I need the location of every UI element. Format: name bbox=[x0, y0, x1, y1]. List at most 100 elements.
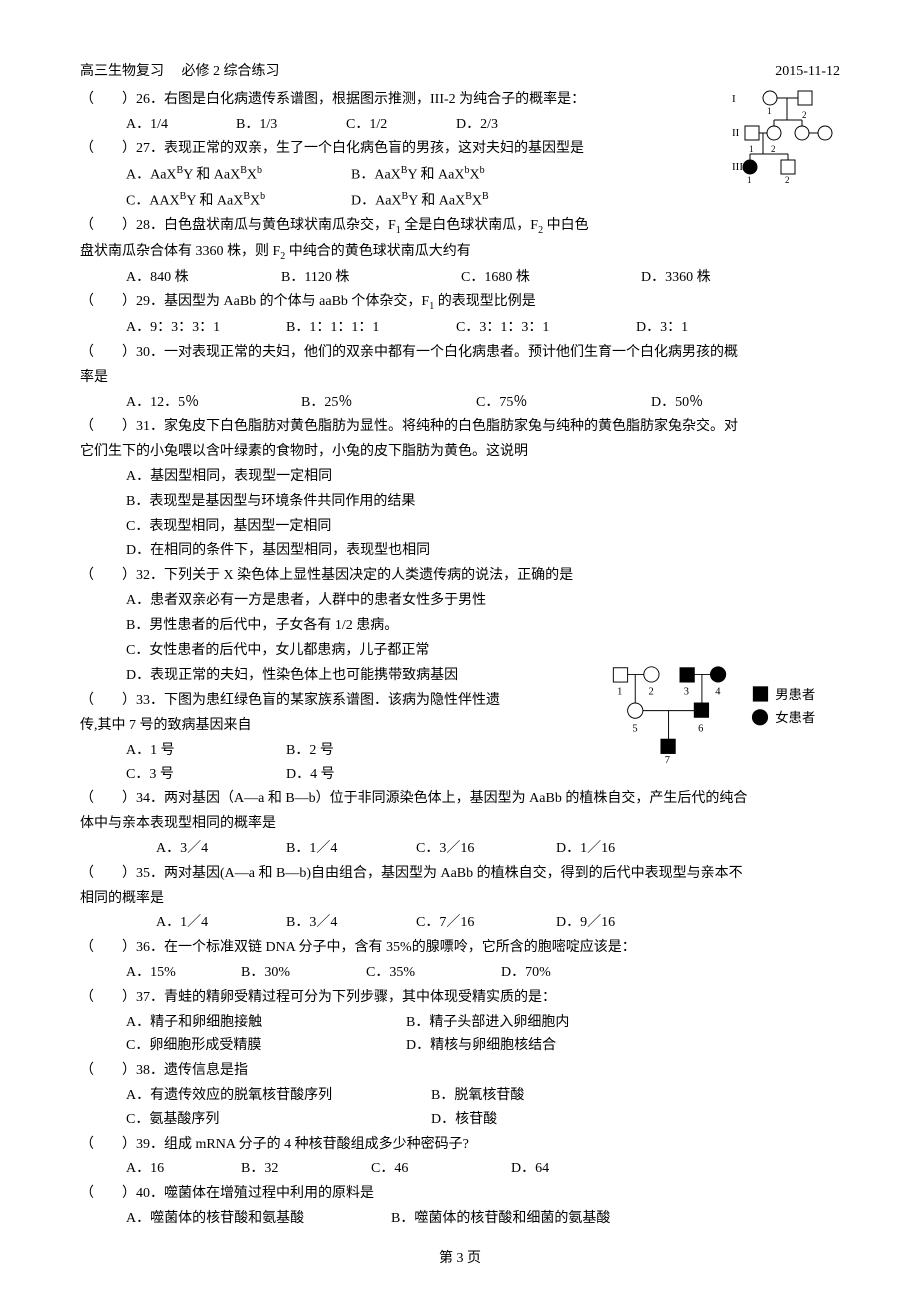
q26-a: A．1/4 bbox=[126, 113, 236, 137]
q35-stem1: （ ）35．两对基因(A—a 和 B—b)自由组合，基因型为 AaBb 的植株自… bbox=[80, 862, 840, 886]
q27-c: C．AAXBY 和 AaXBXb bbox=[126, 188, 351, 213]
q29-options: A．9：3：3：1 B．1：1：1：1 C．3：1：3：1 D．3：1 bbox=[80, 316, 840, 340]
q28-d: D．3360 株 bbox=[641, 266, 711, 290]
q30-b: B．25％ bbox=[301, 391, 476, 415]
q27-stem: （ ）27．表现正常的双亲，生了一个白化病色盲的男孩，这对夫妇的基因型是 bbox=[80, 137, 840, 161]
q40-b: B．噬菌体的核苷酸和细菌的氨基酸 bbox=[391, 1207, 610, 1231]
q30-a: A．12．5％ bbox=[126, 391, 301, 415]
q26-b: B．1/3 bbox=[236, 113, 346, 137]
q38-b: B．脱氧核苷酸 bbox=[431, 1084, 524, 1108]
q30-d: D．50％ bbox=[651, 391, 703, 415]
q38-options-row1: A．有遗传效应的脱氧核苷酸序列 B．脱氧核苷酸 bbox=[80, 1084, 840, 1108]
header-date: 2015-11-12 bbox=[775, 60, 840, 84]
q34-options: A．3／4 B．1／4 C．3／16 D．1／16 bbox=[80, 837, 840, 861]
q35-a: A．1／4 bbox=[156, 911, 286, 935]
q36-a: A．15% bbox=[126, 961, 241, 985]
q27-options-row1: A．AaXBY 和 AaXBXb B．AaXBY 和 AaXbXb bbox=[80, 162, 840, 187]
q37-options-row2: C．卵细胞形成受精膜 D．精核与卵细胞核结合 bbox=[80, 1034, 840, 1058]
q32-d: D．表现正常的夫妇，性染色体上也可能携带致病基因 bbox=[80, 664, 840, 688]
q39-c: C．46 bbox=[371, 1157, 511, 1181]
q36-stem: （ ）36．在一个标准双链 DNA 分子中，含有 35%的腺嘌呤，它所含的胞嘧啶… bbox=[80, 936, 840, 960]
q36-c: C．35% bbox=[366, 961, 501, 985]
q37-a: A．精子和卵细胞接触 bbox=[126, 1011, 406, 1035]
q37-d: D．精核与卵细胞核结合 bbox=[406, 1034, 556, 1058]
q34-b: B．1／4 bbox=[286, 837, 416, 861]
q28-stem1: （ ）28．白色盘状南瓜与黄色球状南瓜杂交，F1 全是白色球状南瓜，F2 中白色 bbox=[80, 214, 840, 239]
q29-a: A．9：3：3：1 bbox=[126, 316, 286, 340]
q32-q33-block: 1 2 3 4 5 6 7 男患者 女患者 D．表现正常的夫妇，性染色体上也可能… bbox=[80, 663, 840, 786]
q29-c: C．3：1：3：1 bbox=[456, 316, 636, 340]
header-left-2: 必修 2 综合练习 bbox=[182, 64, 280, 79]
q33-a: A．1 号 bbox=[126, 739, 286, 763]
q28-b: B．1120 株 bbox=[281, 266, 461, 290]
q32-c: C．女性患者的后代中，女儿都患病，儿子都正常 bbox=[80, 639, 840, 663]
q39-b: B．32 bbox=[241, 1157, 371, 1181]
q36-b: B．30% bbox=[241, 961, 366, 985]
q37-options-row1: A．精子和卵细胞接触 B．精子头部进入卵细胞内 bbox=[80, 1011, 840, 1035]
q40-options: A．噬菌体的核苷酸和氨基酸 B．噬菌体的核苷酸和细菌的氨基酸 bbox=[80, 1207, 840, 1231]
q28-a: A．840 株 bbox=[126, 266, 281, 290]
q35-stem2: 相同的概率是 bbox=[80, 887, 840, 911]
header-left-1: 高三生物复习 bbox=[80, 64, 164, 79]
q30-options: A．12．5％ B．25％ C．75％ D．50％ bbox=[80, 391, 840, 415]
q38-d: D．核苷酸 bbox=[431, 1108, 497, 1132]
q31-a: A．基因型相同，表现型一定相同 bbox=[80, 465, 840, 489]
q33-b: B．2 号 bbox=[286, 739, 334, 763]
q29-b: B．1：1：1：1 bbox=[286, 316, 456, 340]
q35-d: D．9／16 bbox=[556, 911, 615, 935]
q39-options: A．16 B．32 C．46 D．64 bbox=[80, 1157, 840, 1181]
q35-b: B．3／4 bbox=[286, 911, 416, 935]
q34-stem2: 体中与亲本表现型相同的概率是 bbox=[80, 812, 840, 836]
q34-a: A．3／4 bbox=[156, 837, 286, 861]
q32-b: B．男性患者的后代中，子女各有 1/2 患病。 bbox=[80, 614, 840, 638]
q28-c: C．1680 株 bbox=[461, 266, 641, 290]
q27-options-row2: C．AAXBY 和 AaXBXb D．AaXBY 和 AaXBXB bbox=[80, 188, 840, 213]
q39-d: D．64 bbox=[511, 1157, 549, 1181]
q28-options: A．840 株 B．1120 株 C．1680 株 D．3360 株 bbox=[80, 266, 840, 290]
q38-stem: （ ）38．遗传信息是指 bbox=[80, 1059, 840, 1083]
q33-stem1: （ ）33．下图为患红绿色盲的某家族系谱图．该病为隐性伴性遗 bbox=[80, 689, 840, 713]
q38-a: A．有遗传效应的脱氧核苷酸序列 bbox=[126, 1084, 431, 1108]
q30-stem1: （ ）30．一对表现正常的夫妇，他们的双亲中都有一个白化病患者。预计他们生育一个… bbox=[80, 341, 840, 365]
svg-text:1: 1 bbox=[747, 175, 752, 183]
q36-options: A．15% B．30% C．35% D．70% bbox=[80, 961, 840, 985]
q37-stem: （ ）37．青蛙的精卵受精过程可分为下列步骤，其中体现受精实质的是： bbox=[80, 986, 840, 1010]
q31-d: D．在相同的条件下，基因型相同，表现型也相同 bbox=[80, 539, 840, 563]
q33-options-row1: A．1 号 B．2 号 bbox=[80, 739, 590, 763]
q35-c: C．7／16 bbox=[416, 911, 556, 935]
q29-stem: （ ）29．基因型为 AaBb 的个体与 aaBb 个体杂交，F1 的表现型比例… bbox=[80, 290, 840, 315]
q30-stem2: 率是 bbox=[80, 366, 840, 390]
q27-a: A．AaXBY 和 AaXBXb bbox=[126, 162, 351, 187]
gen-label-3: III bbox=[732, 161, 743, 173]
q33-d: D．4 号 bbox=[286, 763, 335, 787]
q31-b: B．表现型是基因型与环境条件共同作用的结果 bbox=[80, 490, 840, 514]
q35-options: A．1／4 B．3／4 C．7／16 D．9／16 bbox=[80, 911, 840, 935]
q33-options-row2: C．3 号 D．4 号 bbox=[80, 763, 590, 787]
svg-text:2: 2 bbox=[785, 175, 790, 183]
q33-c: C．3 号 bbox=[126, 763, 286, 787]
q27-d: D．AaXBY 和 AaXBXB bbox=[351, 188, 489, 213]
q36-d: D．70% bbox=[501, 961, 551, 985]
q32-stem: （ ）32．下列关于 X 染色体上显性基因决定的人类遗传病的说法，正确的是 bbox=[80, 564, 840, 588]
q39-a: A．16 bbox=[126, 1157, 241, 1181]
q38-c: C．氨基酸序列 bbox=[126, 1108, 431, 1132]
page-header: 高三生物复习 必修 2 综合练习 2015-11-12 bbox=[80, 60, 840, 84]
question-block-26-28: I 1 2 II 1 2 III 1 2 （ ）26．右图是白化病遗传系谱图，根… bbox=[80, 88, 840, 290]
q34-stem1: （ ）34．两对基因（A—a 和 B—b）位于非同源染色体上，基因型为 AaBb… bbox=[80, 787, 840, 811]
q31-stem2: 它们生下的小兔喂以含叶绿素的食物时，小兔的皮下脂肪为黄色。这说明 bbox=[80, 440, 840, 464]
q30-c: C．75％ bbox=[476, 391, 651, 415]
svg-text:7: 7 bbox=[665, 755, 670, 763]
q34-d: D．1／16 bbox=[556, 837, 615, 861]
q37-b: B．精子头部进入卵细胞内 bbox=[406, 1011, 569, 1035]
q26-options: A．1/4 B．1/3 C．1/2 D．2/3 bbox=[80, 113, 840, 137]
q26-c: C．1/2 bbox=[346, 113, 456, 137]
page-footer: 第 3 页 bbox=[80, 1247, 840, 1271]
q29-d: D．3：1 bbox=[636, 316, 688, 340]
q34-c: C．3／16 bbox=[416, 837, 556, 861]
q37-c: C．卵细胞形成受精膜 bbox=[126, 1034, 406, 1058]
q28-stem2: 盘状南瓜杂合体有 3360 株，则 F2 中纯合的黄色球状南瓜大约有 bbox=[80, 240, 840, 265]
q39-stem: （ ）39．组成 mRNA 分子的 4 种核苷酸组成多少种密码子? bbox=[80, 1133, 840, 1157]
q32-a: A．患者双亲必有一方是患者，人群中的患者女性多于男性 bbox=[80, 589, 840, 613]
q38-options-row2: C．氨基酸序列 D．核苷酸 bbox=[80, 1108, 840, 1132]
q31-stem1: （ ）31．家兔皮下白色脂肪对黄色脂肪为显性。将纯种的白色脂肪家兔与纯种的黄色脂… bbox=[80, 415, 840, 439]
